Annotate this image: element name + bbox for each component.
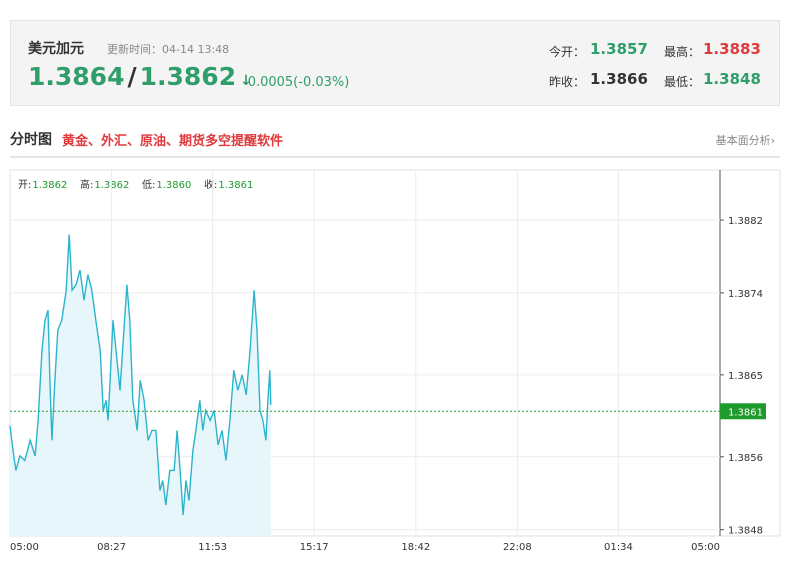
y-tick-label: 1.3848 bbox=[728, 526, 763, 537]
y-tick-label: 1.3874 bbox=[728, 289, 763, 300]
separator: / bbox=[127, 62, 137, 91]
x-tick-label: 18:42 bbox=[401, 542, 430, 553]
stat-value: 1.3848 bbox=[703, 70, 761, 88]
y-tick-label: 1.3882 bbox=[728, 216, 763, 227]
stat-value: 1.3883 bbox=[703, 40, 761, 58]
x-tick-label: 15:17 bbox=[300, 542, 329, 553]
x-tick-label: 11:53 bbox=[198, 542, 227, 553]
stat-label: 昨收： bbox=[549, 75, 586, 89]
info-label: 开: bbox=[18, 180, 31, 191]
update-label: 更新时间： bbox=[107, 43, 162, 56]
price-line bbox=[9, 234, 272, 516]
x-tick-label: 05:00 bbox=[691, 542, 720, 553]
x-tick-label: 08:27 bbox=[97, 542, 126, 553]
stat-value: 1.3866 bbox=[590, 70, 648, 88]
info-label: 低: bbox=[142, 178, 155, 191]
last-price-label: 1.3861 bbox=[728, 407, 763, 418]
last-price-tag bbox=[720, 403, 766, 420]
chart-frame bbox=[9, 169, 781, 537]
info-value: 1.3860 bbox=[156, 180, 191, 191]
info-label: 收: bbox=[204, 178, 217, 191]
info-value: 1.3861 bbox=[218, 180, 253, 191]
stat-value: 1.3857 bbox=[590, 40, 648, 58]
stat-label: 最低： bbox=[664, 75, 701, 89]
x-tick-label: 01:34 bbox=[604, 542, 633, 553]
y-tick-label: 1.3856 bbox=[728, 453, 763, 464]
quote-header bbox=[10, 20, 780, 106]
x-tick-label: 05:00 bbox=[10, 542, 39, 553]
section-title: 分时图 bbox=[10, 132, 52, 148]
divider bbox=[10, 156, 780, 158]
price-b: 1.3862 bbox=[139, 62, 237, 91]
analysis-link[interactable]: 基本面分析› bbox=[715, 134, 775, 147]
change: -0.0005(-0.03%) bbox=[243, 75, 350, 90]
y-tick-label: 1.3865 bbox=[728, 371, 763, 382]
info-value: 1.3862 bbox=[32, 180, 67, 191]
down-arrow: ↓ bbox=[240, 73, 252, 89]
price-a: 1.3864 bbox=[28, 62, 125, 91]
price: 1.3864/1.3862 ↓ bbox=[28, 62, 252, 91]
promo-link[interactable]: 黄金、外汇、原油、期货多空提醒软件 bbox=[62, 134, 284, 149]
stat-label: 最高： bbox=[664, 45, 701, 59]
x-tick-label: 22:08 bbox=[503, 542, 532, 553]
info-label: 高: bbox=[80, 178, 93, 191]
stat-label: 今开： bbox=[549, 45, 586, 59]
update-time: 更新时间：04-14 13:48 bbox=[107, 41, 229, 57]
update-value: 04-14 13:48 bbox=[162, 43, 230, 56]
pair-title: 美元加元 bbox=[28, 41, 84, 57]
